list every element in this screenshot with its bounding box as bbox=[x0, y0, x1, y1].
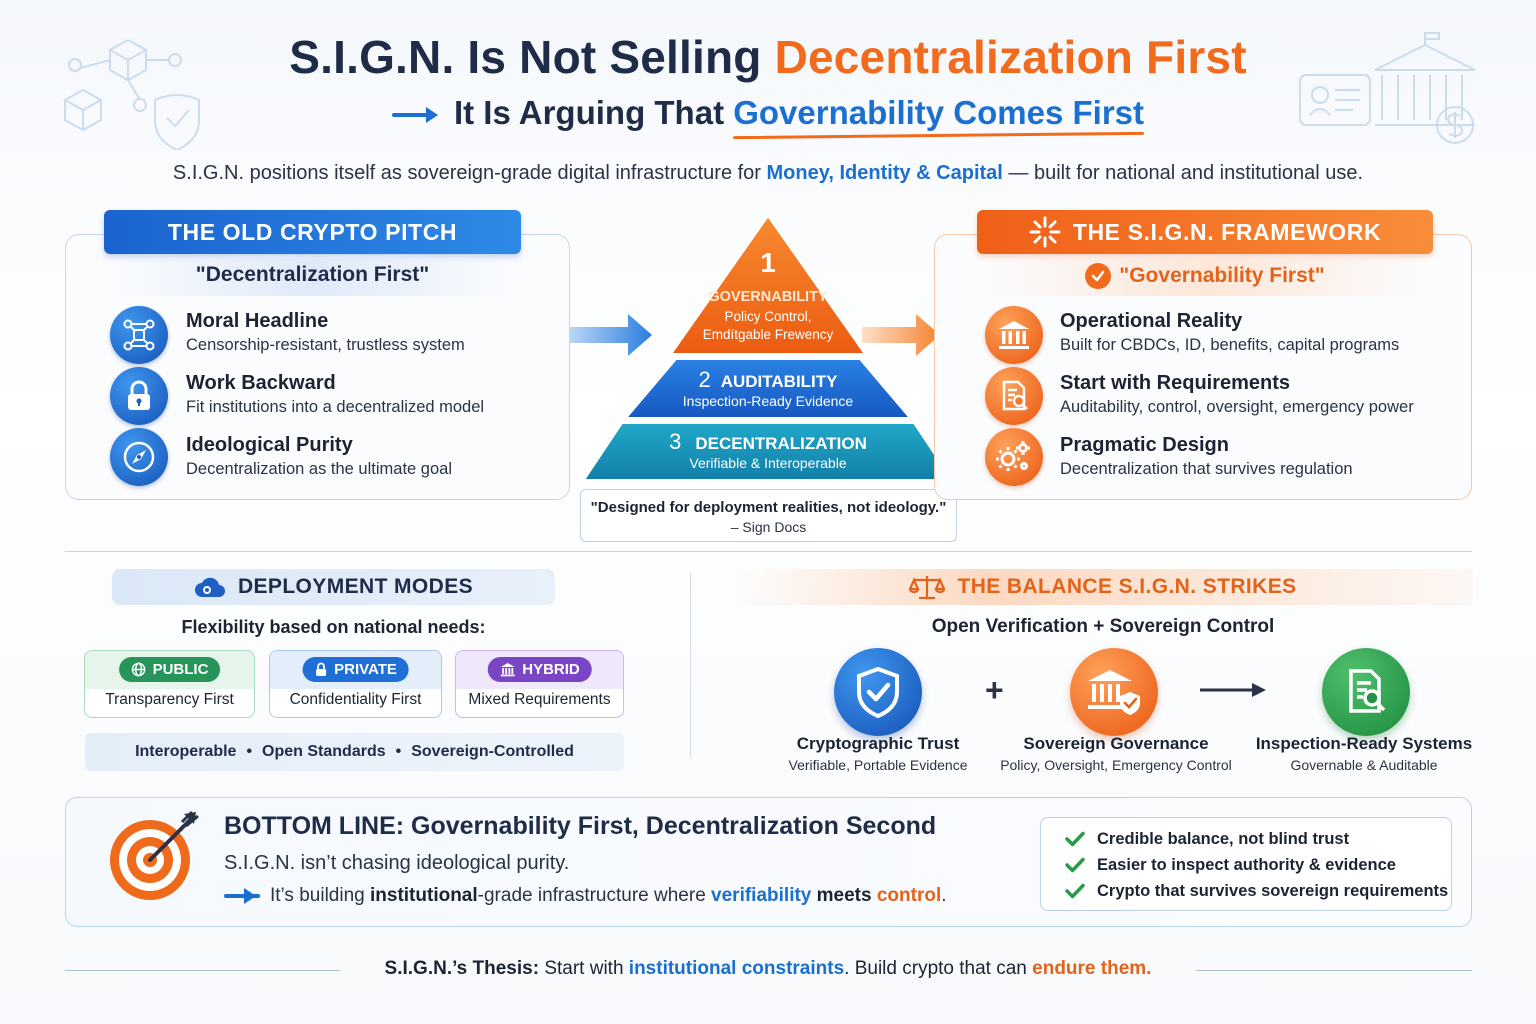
section-divider bbox=[65, 551, 1472, 552]
old-pitch-subtitle-bg bbox=[104, 258, 521, 296]
scales-icon bbox=[909, 576, 946, 600]
mode-pill: PRIVATE bbox=[302, 657, 409, 682]
pyramid-level-governability bbox=[670, 215, 866, 355]
bottom-line-title: BOTTOM LINE: Governability First, Decent… bbox=[224, 812, 937, 840]
check-icon bbox=[1065, 831, 1085, 847]
deployment-banner: DEPLOYMENT MODES bbox=[112, 569, 555, 605]
balance-item-desc: Governable & Auditable bbox=[1290, 757, 1438, 773]
network-icon bbox=[110, 306, 168, 364]
bank-icon bbox=[500, 663, 515, 677]
old-pitch-item-desc: Fit institutions into a decentralized mo… bbox=[186, 398, 485, 416]
check-icon bbox=[1085, 263, 1112, 289]
pyramid-level-title: 3 DECENTRALIZATION bbox=[669, 429, 867, 454]
old-pitch-subtitle: "Decentralization First" bbox=[195, 263, 430, 286]
framework-item-desc: Auditability, control, oversight, emerge… bbox=[1060, 398, 1414, 416]
mode-card-hybrid: HYBRID Mixed Requirements bbox=[455, 650, 624, 718]
pyramid-level-title: 2 AUDITABILITY bbox=[698, 367, 838, 392]
old-pitch-item-desc: Censorship-resistant, trustless system bbox=[186, 336, 465, 354]
target-icon bbox=[110, 810, 199, 900]
check-icon bbox=[1065, 857, 1085, 873]
standards-bar: Interoperable • Open Standards • Soverei… bbox=[85, 733, 624, 771]
framework-subtitle-bg bbox=[977, 258, 1433, 296]
framework-item-desc: Built for CBDCs, ID, benefits, capital p… bbox=[1060, 336, 1400, 354]
thesis-divider bbox=[65, 970, 340, 971]
quote-source: – Sign Docs bbox=[730, 519, 807, 535]
framework-item-desc: Decentralization that survives regulatio… bbox=[1060, 460, 1353, 478]
old-pitch-item-title: Ideological Purity bbox=[186, 434, 353, 456]
balance-item-desc: Policy, Oversight, Emergency Control bbox=[1000, 757, 1232, 773]
mode-desc: Mixed Requirements bbox=[468, 691, 611, 708]
arrow-right-icon bbox=[391, 107, 438, 124]
sparkle-icon bbox=[1029, 216, 1061, 248]
bank-shield-icon bbox=[1070, 648, 1158, 736]
mode-card-private: PRIVATE Confidentiality First bbox=[269, 650, 442, 718]
document-search-icon bbox=[1322, 648, 1410, 736]
intro-text: S.I.G.N. positions itself as sovereign-g… bbox=[172, 162, 1364, 184]
arrow-right-icon bbox=[862, 314, 940, 356]
pyramid-level-auditability bbox=[625, 358, 911, 419]
balance-subtitle: Open Verification + Sovereign Control bbox=[931, 616, 1275, 637]
check-icon bbox=[1065, 883, 1085, 899]
compass-icon bbox=[110, 428, 168, 486]
pyramid-level-desc: Emdítgable Frewency bbox=[702, 327, 834, 342]
pyramid-level-desc: Policy Control, bbox=[724, 309, 812, 324]
bottom-line-text: It’s building institutional-grade infras… bbox=[224, 885, 947, 907]
framework-item-title: Pragmatic Design bbox=[1060, 434, 1229, 456]
blockchain-cubes-icon bbox=[62, 38, 200, 150]
checklist-item: Easier to inspect authority & evidence bbox=[1065, 852, 1451, 878]
framework-banner: THE S.I.G.N. FRAMEWORK bbox=[977, 210, 1433, 254]
bottom-line-text: S.I.G.N. isn’t chasing ideological purit… bbox=[224, 852, 570, 874]
framework-item-title: Start with Requirements bbox=[1060, 372, 1291, 394]
mode-pill: PUBLIC bbox=[118, 657, 221, 682]
quote-box: "Designed for deployment realities, not … bbox=[580, 489, 957, 542]
section-divider bbox=[690, 572, 691, 758]
lock-icon bbox=[110, 367, 168, 425]
checklist-item: Crypto that survives sovereign requireme… bbox=[1065, 878, 1451, 904]
balance-item-title: Sovereign Governance bbox=[1023, 734, 1209, 753]
government-building-icon bbox=[1299, 32, 1476, 144]
framework-item-title: Operational Reality bbox=[1060, 310, 1243, 332]
pyramid-level-number: 1 bbox=[760, 247, 776, 278]
arrow-right-icon bbox=[224, 888, 260, 904]
old-pitch-item-title: Work Backward bbox=[186, 372, 336, 394]
quote-text: "Designed for deployment realities, not … bbox=[590, 499, 947, 516]
balance-banner: THE BALANCE S.I.G.N. STRIKES bbox=[733, 569, 1473, 605]
balance-item-title: Cryptographic Trust bbox=[796, 734, 960, 753]
cloud-icon bbox=[194, 577, 225, 597]
mode-desc: Confidentiality First bbox=[289, 691, 422, 708]
balance-item-desc: Verifiable, Portable Evidence bbox=[788, 757, 968, 773]
gears-icon bbox=[985, 428, 1043, 486]
pyramid-level-desc: Inspection-Ready Evidence bbox=[682, 393, 854, 409]
mode-card-public: PUBLIC Transparency First bbox=[84, 650, 255, 718]
page-title: S.I.G.N. Is Not Selling Decentralization… bbox=[289, 31, 1247, 83]
arrow-right-icon bbox=[1200, 683, 1266, 697]
balance-banner-bg bbox=[733, 569, 1473, 605]
document-search-icon bbox=[985, 367, 1043, 425]
shield-icon bbox=[834, 648, 922, 736]
mode-pill: HYBRID bbox=[487, 657, 592, 682]
old-pitch-banner: THE OLD CRYPTO PITCH bbox=[104, 210, 521, 254]
checklist-box: Credible balance, not blind trust Easier… bbox=[1040, 817, 1452, 911]
lock-icon bbox=[315, 662, 326, 676]
mode-desc: Transparency First bbox=[105, 691, 234, 708]
pyramid-level-title: GOVERNABILITY bbox=[708, 289, 828, 305]
thesis-divider bbox=[1196, 970, 1472, 971]
framework-subtitle: "Governability First" bbox=[977, 263, 1433, 289]
thesis-text: S.I.G.N.’s Thesis: Start with institutio… bbox=[384, 958, 1152, 979]
old-pitch-item-desc: Decentralization as the ultimate goal bbox=[186, 460, 452, 478]
deployment-subtitle: Flexibility based on national needs: bbox=[181, 617, 486, 637]
page-subtitle: It Is Arguing That Governability Comes F… bbox=[0, 94, 1536, 132]
balance-item-title: Inspection-Ready Systems bbox=[1255, 734, 1473, 753]
checklist-item: Credible balance, not blind trust bbox=[1065, 826, 1451, 852]
pyramid-level-desc: Verifiable & Interoperable bbox=[689, 455, 847, 471]
old-pitch-item-title: Moral Headline bbox=[186, 310, 329, 332]
bank-icon bbox=[985, 306, 1043, 364]
plus-sign: + bbox=[985, 672, 1004, 708]
arrow-right-icon bbox=[570, 314, 652, 356]
globe-icon bbox=[131, 662, 145, 677]
